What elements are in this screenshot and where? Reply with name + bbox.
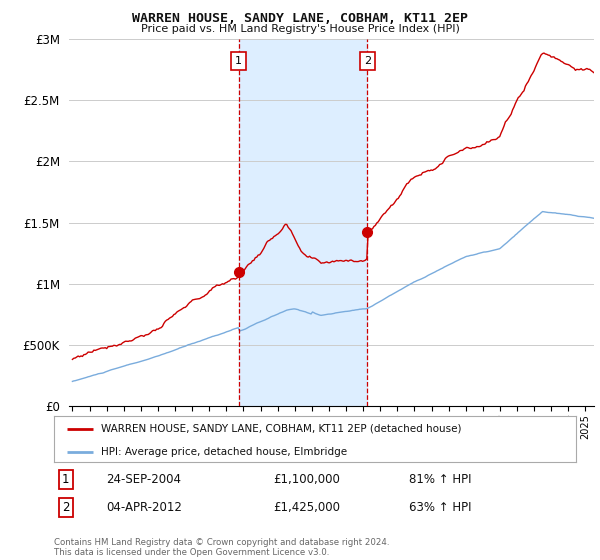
Text: Contains HM Land Registry data © Crown copyright and database right 2024.
This d: Contains HM Land Registry data © Crown c… [54,538,389,557]
Text: 24-SEP-2004: 24-SEP-2004 [106,473,181,486]
Text: £1,100,000: £1,100,000 [273,473,340,486]
Bar [239,39,367,406]
Text: 04-APR-2012: 04-APR-2012 [106,501,182,514]
Text: 63% ↑ HPI: 63% ↑ HPI [409,501,472,514]
Text: 2: 2 [62,501,70,514]
Text: WARREN HOUSE, SANDY LANE, COBHAM, KT11 2EP: WARREN HOUSE, SANDY LANE, COBHAM, KT11 2… [132,12,468,25]
Text: HPI: Average price, detached house, Elmbridge: HPI: Average price, detached house, Elmb… [101,447,347,457]
Text: 1: 1 [62,473,70,486]
Text: 81% ↑ HPI: 81% ↑ HPI [409,473,472,486]
Text: £1,425,000: £1,425,000 [273,501,340,514]
Text: 1: 1 [235,56,242,66]
Text: WARREN HOUSE, SANDY LANE, COBHAM, KT11 2EP (detached house): WARREN HOUSE, SANDY LANE, COBHAM, KT11 2… [101,424,461,434]
Text: 2: 2 [364,56,371,66]
Text: Price paid vs. HM Land Registry's House Price Index (HPI): Price paid vs. HM Land Registry's House … [140,24,460,34]
